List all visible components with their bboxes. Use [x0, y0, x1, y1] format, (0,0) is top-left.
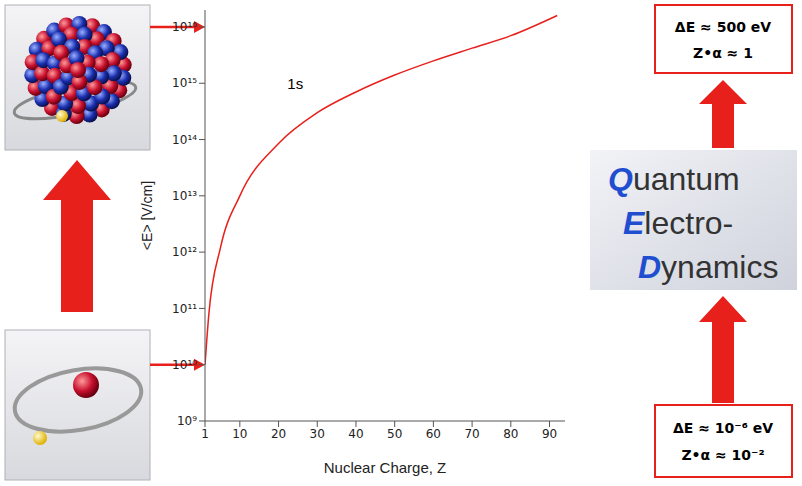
svg-text:50: 50: [387, 427, 402, 441]
svg-text:60: 60: [426, 427, 441, 441]
svg-text:10¹⁴: 10¹⁴: [172, 133, 197, 147]
svg-text:Z•α ≈ 1: Z•α ≈ 1: [693, 45, 753, 61]
svg-text:Quantum: Quantum: [608, 161, 740, 197]
svg-text:1s: 1s: [287, 75, 303, 92]
svg-text:70: 70: [464, 427, 479, 441]
svg-text:Z•α ≈ 10⁻²: Z•α ≈ 10⁻²: [681, 447, 764, 463]
svg-text:10¹⁰: 10¹⁰: [172, 358, 197, 372]
svg-text:10¹¹: 10¹¹: [172, 302, 197, 316]
svg-text:10¹⁵: 10¹⁵: [172, 76, 197, 90]
svg-text:10¹³: 10¹³: [172, 189, 197, 203]
svg-text:30: 30: [310, 427, 325, 441]
svg-text:ΔE ≈ 500 eV: ΔE ≈ 500 eV: [675, 19, 771, 35]
svg-text:40: 40: [348, 427, 363, 441]
svg-text:Nuclear Charge, Z: Nuclear Charge, Z: [324, 459, 447, 476]
svg-text:10: 10: [232, 427, 247, 441]
svg-text:10¹²: 10¹²: [172, 245, 197, 259]
svg-text:Electro-: Electro-: [623, 205, 733, 241]
svg-text:1: 1: [201, 427, 209, 441]
svg-text:Dynamics: Dynamics: [638, 249, 778, 285]
svg-text:10⁹: 10⁹: [177, 414, 197, 428]
svg-text:90: 90: [542, 427, 557, 441]
svg-text:80: 80: [503, 427, 518, 441]
svg-text:20: 20: [271, 427, 286, 441]
svg-text:ΔE ≈ 10⁻⁶ eV: ΔE ≈ 10⁻⁶ eV: [673, 420, 773, 436]
svg-text:<E> [V/cm]: <E> [V/cm]: [140, 181, 155, 250]
svg-text:10¹⁶: 10¹⁶: [172, 20, 197, 34]
